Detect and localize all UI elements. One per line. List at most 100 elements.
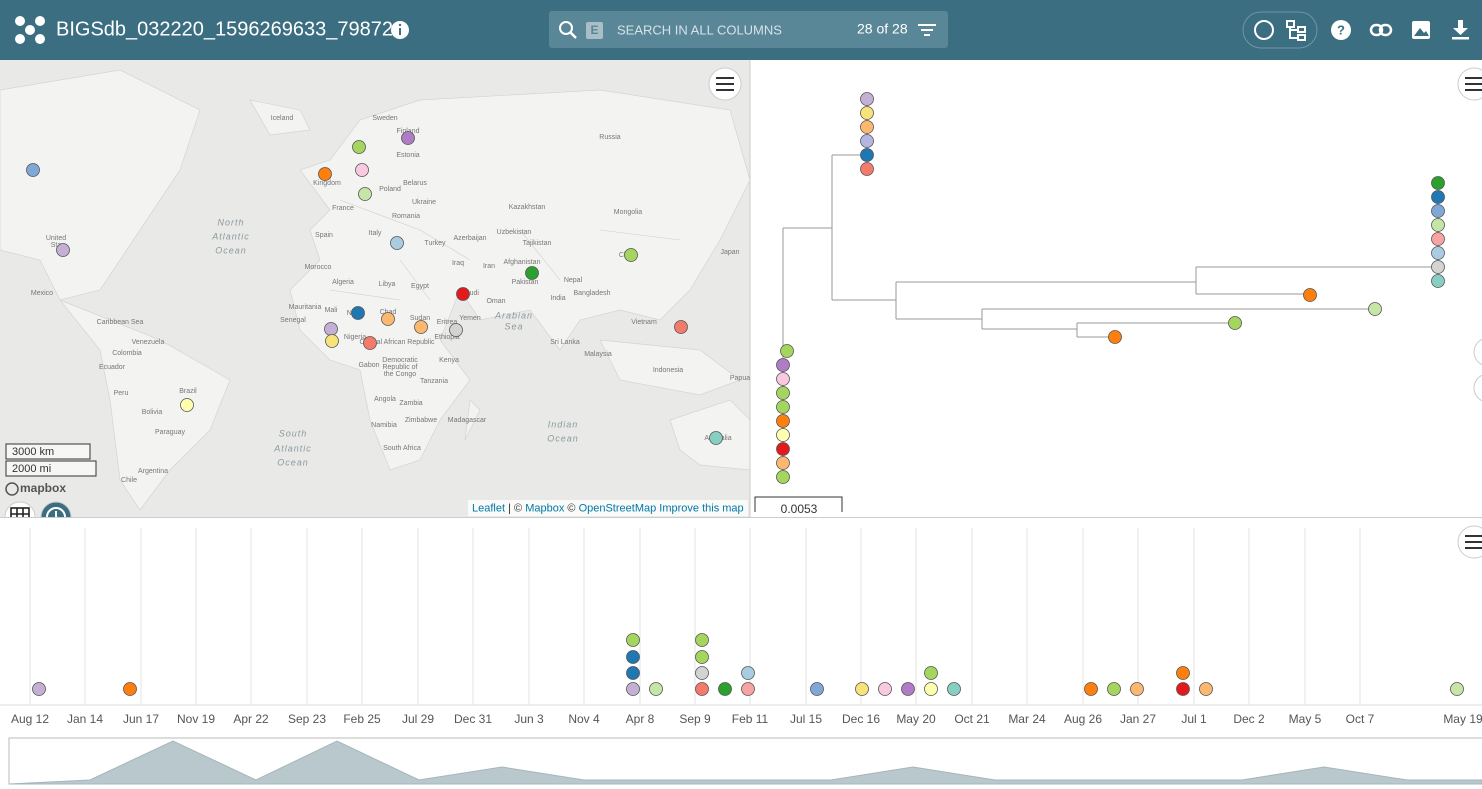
map-marker <box>325 334 339 348</box>
timeline-tick-label: Dec 31 <box>454 712 492 726</box>
timeline-tick-label: Jun 3 <box>514 712 544 726</box>
map-marker <box>318 167 332 181</box>
map-place-label: Uzbekistan <box>497 229 532 236</box>
map-place-label: Argentina <box>138 468 168 475</box>
timeline-tick-label: Jan 14 <box>67 712 103 726</box>
map-place-label: Vietnam <box>631 319 657 326</box>
map-place-label: Iran <box>483 263 495 270</box>
map-place-label: Caribbean Sea <box>97 319 144 326</box>
timeline-tick-label: Nov 4 <box>568 712 600 726</box>
search-icon <box>569 31 577 39</box>
map-place-label: France <box>332 205 354 212</box>
tree-background <box>750 60 1482 517</box>
timeline-tick-label: Jun 17 <box>123 712 159 726</box>
timeline-tick-label: Apr 8 <box>626 712 655 726</box>
improve-link[interactable]: Improve this map <box>659 502 743 514</box>
map-place-label: Azerbaijan <box>453 235 486 242</box>
tree-leaf <box>860 134 874 148</box>
tree-leaf <box>860 106 874 120</box>
map-place-label: South Africa <box>383 445 421 452</box>
map-place-label: Ethiopia <box>434 334 459 341</box>
tree-scale-label: 0.0053 <box>781 502 818 516</box>
timeline-marker <box>901 682 915 696</box>
leaflet-link[interactable]: Leaflet <box>472 502 505 514</box>
mapbox-link[interactable]: Mapbox <box>525 502 565 514</box>
map-place-label: Spain <box>315 232 333 239</box>
help-button[interactable] <box>1331 20 1351 40</box>
map-place-label: Kingdom <box>313 180 341 187</box>
map-borders <box>329 199 681 301</box>
scale-km-box <box>5 443 91 460</box>
tree-leaf <box>1303 288 1317 302</box>
timeline-marker <box>855 682 869 696</box>
timeline-marker <box>924 682 938 696</box>
map-place-label: South <box>279 428 308 438</box>
map-place-label: Mexico <box>31 290 53 297</box>
map-place-label: Bolivia <box>142 409 163 416</box>
map-place-label: Namibia <box>371 422 397 429</box>
map-marker <box>624 248 638 262</box>
timeline-marker <box>695 650 709 664</box>
map-toggle-icon[interactable] <box>1254 20 1274 40</box>
tree-leaf <box>776 470 790 484</box>
attribution: Leaflet | © Mapbox © OpenStreetMap Impro… <box>472 502 744 514</box>
map-place-label: Belarus <box>403 180 427 187</box>
timeline-marker <box>741 682 755 696</box>
mapbox-logo: mapbox <box>20 481 66 495</box>
timeline-marker <box>695 633 709 647</box>
map-place-label: Ocean <box>277 457 309 467</box>
map-place-label: Iraq <box>452 260 464 267</box>
map-place-label: Democratic <box>382 357 418 364</box>
tree-nav-button[interactable] <box>1473 338 1482 366</box>
search-box[interactable] <box>549 11 948 48</box>
attribution-text: © <box>567 502 575 514</box>
map-place-label: Morocco <box>305 264 332 271</box>
download-button[interactable] <box>1452 20 1469 40</box>
timeline-marker <box>626 633 640 647</box>
map-marker <box>351 306 365 320</box>
tree-leaf <box>1108 330 1122 344</box>
tree-nav-button[interactable] <box>1473 374 1482 402</box>
map-place-label: Sea <box>504 321 523 331</box>
map-marker <box>358 187 372 201</box>
map-place-label: the Congo <box>384 371 416 378</box>
row-count: 28 of 28 <box>857 21 908 37</box>
map-marker <box>355 163 369 177</box>
link-button[interactable] <box>1369 23 1393 37</box>
tree-leaf <box>860 162 874 176</box>
tree-leaf <box>1431 176 1445 190</box>
map-place-label: Iceland <box>271 115 294 122</box>
map-place-label: Ukraine <box>412 199 436 206</box>
timeline-marker <box>1176 666 1190 680</box>
search-key: E <box>590 23 598 37</box>
tree-leaf <box>776 386 790 400</box>
tree-toggle-icon[interactable] <box>1286 20 1306 41</box>
timeline-marker <box>1450 682 1464 696</box>
map-place-label: Kenya <box>439 357 459 364</box>
map-place-label: Colombia <box>112 350 142 357</box>
timeline-tick-label: Feb 25 <box>343 712 381 726</box>
osm-link[interactable]: OpenStreetMap <box>579 502 657 514</box>
image-glyph <box>1414 28 1429 36</box>
timeline-marker <box>810 682 824 696</box>
help-glyph: ? <box>1337 22 1345 37</box>
view-toggle[interactable] <box>1242 11 1318 49</box>
timeline-marker <box>1176 682 1190 696</box>
tree-leaf <box>1228 316 1242 330</box>
timeline-marker <box>878 682 892 696</box>
tree-leaf <box>776 428 790 442</box>
filter-icon[interactable] <box>918 24 936 36</box>
tree-leaf <box>776 400 790 414</box>
map-place-label: Afghanistan <box>504 259 541 266</box>
map-place-label: Angola <box>374 396 396 403</box>
map-place-label: Mali <box>325 307 338 314</box>
map-place-label: Sta <box>51 242 62 249</box>
timeline-tick-label: Mar 24 <box>1008 712 1046 726</box>
map-place-label: Sweden <box>372 115 397 122</box>
map-marker <box>709 431 723 445</box>
timeline-marker <box>718 682 732 696</box>
tree-leaf <box>860 92 874 106</box>
map-place-label: Papua <box>730 375 750 382</box>
map-place-label: Italy <box>369 230 382 237</box>
map-place-label: Chile <box>121 477 137 484</box>
